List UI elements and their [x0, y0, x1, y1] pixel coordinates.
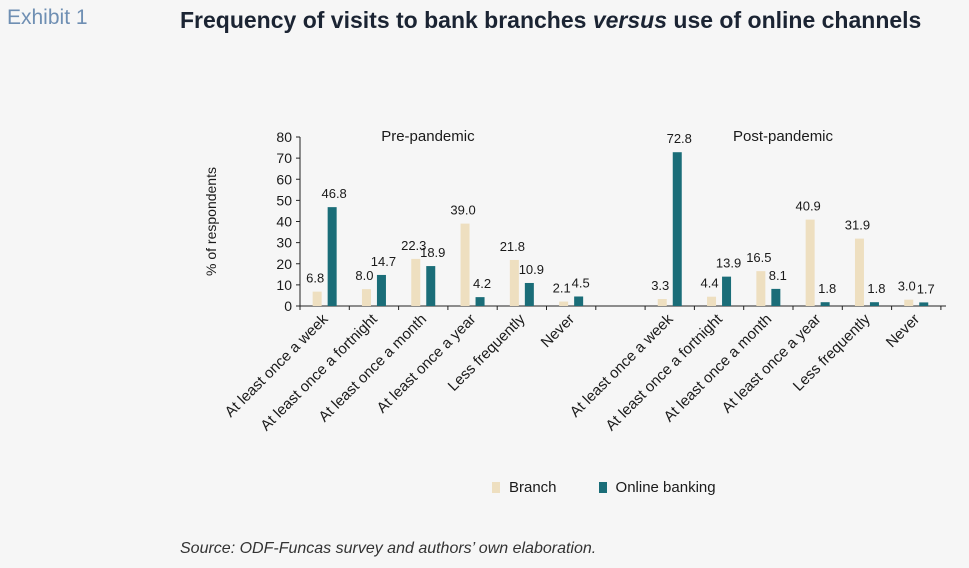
data-label-branch: 31.9	[845, 218, 870, 233]
data-label-branch: 21.8	[500, 239, 525, 254]
title-part-2: use of online channels	[667, 7, 922, 33]
data-label-branch: 4.4	[701, 276, 719, 291]
panel-label: Post-pandemic	[733, 128, 834, 145]
y-tick-label: 60	[276, 171, 292, 187]
bar-online	[869, 302, 879, 306]
data-label-online: 46.8	[321, 186, 346, 201]
title-part-1: Frequency of visits to bank branches	[180, 7, 593, 33]
data-label-online: 8.1	[769, 268, 787, 283]
bar-online	[919, 302, 929, 306]
bar-branch	[805, 219, 815, 306]
bar-online	[722, 276, 732, 306]
bar-branch	[904, 299, 914, 306]
exhibit-label: Exhibit 1	[7, 6, 88, 29]
data-label-online: 1.7	[917, 281, 935, 296]
data-label-online: 14.7	[371, 254, 396, 269]
legend-swatch-online	[598, 482, 607, 493]
legend-label-branch: Branch	[509, 479, 557, 496]
y-tick-label: 30	[276, 235, 292, 251]
data-label-branch: 3.0	[898, 279, 916, 294]
panel-label: Pre-pandemic	[381, 128, 475, 145]
y-tick-label: 10	[276, 277, 292, 293]
data-label-branch: 3.3	[651, 278, 669, 293]
data-label-online: 4.5	[572, 275, 590, 290]
bar-online	[771, 288, 781, 306]
y-tick-label: 70	[276, 150, 292, 166]
data-label-online: 4.2	[473, 276, 491, 291]
legend-swatch-branch	[492, 482, 500, 493]
data-label-online: 13.9	[716, 256, 741, 271]
data-label-branch: 6.8	[306, 271, 324, 286]
data-label-branch: 40.9	[795, 199, 820, 214]
bar-branch	[460, 223, 470, 306]
bar-branch	[361, 289, 371, 306]
y-tick-label: 40	[276, 214, 292, 230]
bar-online	[574, 296, 584, 306]
bar-branch	[854, 238, 864, 306]
data-label-online: 72.8	[667, 131, 692, 146]
x-category-label: Never	[883, 311, 923, 351]
y-tick-label: 50	[276, 192, 292, 208]
y-tick-label: 20	[276, 256, 292, 272]
legend-label-online: Online banking	[615, 479, 716, 496]
data-label-online: 10.9	[519, 262, 544, 277]
bar-branch	[657, 299, 667, 306]
legend: Branch Online banking	[492, 479, 716, 496]
bar-branch	[756, 271, 766, 306]
title-italic: versus	[592, 7, 668, 33]
data-label-branch: 2.1	[553, 281, 571, 296]
source-note: Source: ODF-Funcas survey and authors’ o…	[180, 540, 597, 557]
data-label-branch: 16.5	[746, 250, 771, 265]
bar-branch	[707, 296, 717, 306]
bar-online	[524, 282, 534, 306]
bar-online	[672, 152, 682, 306]
y-tick-label: 80	[276, 129, 292, 145]
x-category-label: Never	[538, 311, 578, 351]
bar-online	[475, 297, 485, 306]
bar-branch	[509, 259, 519, 306]
data-label-branch: 8.0	[355, 268, 373, 283]
bar-branch	[312, 291, 322, 306]
data-label-branch: 39.0	[450, 203, 475, 218]
bar-online	[376, 274, 386, 306]
bar-online	[426, 266, 436, 306]
data-label-online: 1.8	[867, 281, 885, 296]
bar-branch	[559, 301, 569, 306]
bar-online	[327, 207, 337, 306]
data-label-online: 1.8	[818, 281, 836, 296]
y-tick-label: 0	[284, 298, 292, 314]
data-label-branch: 22.3	[401, 238, 426, 253]
data-label-online: 18.9	[420, 245, 445, 260]
y-axis-label: % of respondents	[203, 167, 219, 276]
bar-branch	[411, 258, 421, 306]
bar-online	[820, 302, 830, 306]
chart-title: Frequency of visits to bank branches ver…	[180, 4, 950, 36]
